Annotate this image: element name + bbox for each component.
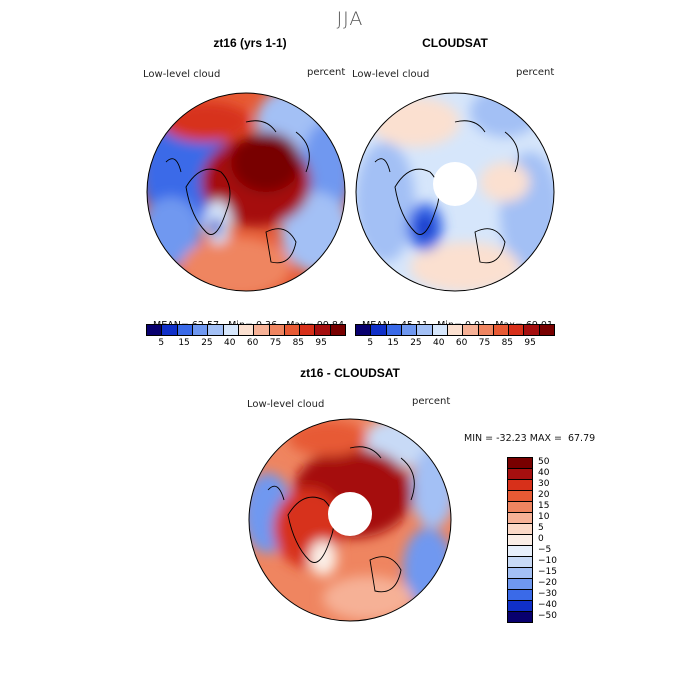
diff-colorbar-ticks: 50 40 30 20 15 10 5 0 −5 −10 −15 −20 −30 −40 −50 xyxy=(538,457,578,621)
obs-colorbar-tick: 60 xyxy=(455,338,468,348)
obs-colorbar-tick: 40 xyxy=(433,338,445,348)
diff-colorbar-tick: −30 xyxy=(538,588,557,599)
diff-field-label: Low-level cloud xyxy=(247,399,325,410)
obs-colorbar-swatch xyxy=(493,325,510,335)
diff-colorbar-tick: −5 xyxy=(538,544,552,555)
diff-colorbar-tick: −10 xyxy=(538,555,557,566)
diff-colorbar-swatch xyxy=(508,480,532,491)
model-colorbar-swatch xyxy=(269,325,285,335)
obs-colorbar-tick: 95 xyxy=(524,338,536,348)
obs-colorbar-swatch xyxy=(524,325,540,335)
diff-colorbar-tick: −50 xyxy=(538,610,557,621)
diff-colorbar-swatch xyxy=(508,546,532,557)
model-colorbar-swatch xyxy=(177,325,193,335)
obs-colorbar-tick: 5 xyxy=(367,338,374,348)
diff-colorbar-swatch xyxy=(508,513,532,524)
diff-colorbar-tick: 40 xyxy=(538,468,550,479)
model-colorbar-tick: 25 xyxy=(201,338,213,348)
model-colorbar-tick: 75 xyxy=(269,338,282,348)
diff-colorbar xyxy=(507,457,533,623)
diff-colorbar-swatch xyxy=(508,535,532,546)
model-units-label: percent xyxy=(307,67,346,78)
obs-colorbar-swatch xyxy=(509,325,525,335)
model-colorbar-tick: 85 xyxy=(292,338,305,348)
diff-colorbar-tick: 20 xyxy=(538,490,550,501)
obs-colorbar-tick: 25 xyxy=(410,338,422,348)
diff-colorbar-tick: 15 xyxy=(538,501,550,512)
model-colorbar-tick: 15 xyxy=(178,338,190,348)
model-panel-title: zt16 (yrs 1-1) xyxy=(213,36,287,50)
obs-polar-map xyxy=(355,92,555,292)
model-colorbar-swatch xyxy=(147,325,163,335)
diff-colorbar-swatch xyxy=(508,579,532,590)
diff-units-label: percent xyxy=(412,396,451,407)
diff-colorbar-swatch xyxy=(508,491,532,502)
obs-colorbar-tick: 75 xyxy=(478,338,491,348)
diff-colorbar-swatch xyxy=(508,601,532,612)
model-colorbar-swatch xyxy=(254,325,270,335)
diff-colorbar-tick: −20 xyxy=(538,577,557,588)
model-colorbar xyxy=(146,324,346,336)
diff-colorbar-tick: 50 xyxy=(538,457,550,468)
model-polar-map xyxy=(146,92,346,292)
obs-colorbar xyxy=(355,324,555,336)
diff-minmax-text: MIN = -32.23 MAX = 67.79 xyxy=(464,433,596,444)
model-colorbar-swatch xyxy=(315,325,331,335)
obs-colorbar-swatch xyxy=(417,325,433,335)
diff-colorbar-tick: −40 xyxy=(538,599,557,610)
diff-colorbar-swatch xyxy=(508,458,532,469)
obs-panel-title: CLOUDSAT xyxy=(422,36,488,50)
obs-units-label: percent xyxy=(516,67,555,78)
model-colorbar-tick: 95 xyxy=(315,338,327,348)
diff-colorbar-swatch xyxy=(508,557,532,568)
diff-colorbar-swatch xyxy=(508,524,532,535)
model-colorbar-swatch xyxy=(238,325,255,335)
model-colorbar-swatch xyxy=(300,325,316,335)
model-colorbar-swatch xyxy=(162,325,178,335)
diff-colorbar-swatch xyxy=(508,612,532,622)
obs-colorbar-swatch xyxy=(371,325,387,335)
model-colorbar-swatch xyxy=(223,325,239,335)
diff-colorbar-swatch xyxy=(508,590,532,601)
diff-colorbar-tick: 0 xyxy=(538,534,544,544)
obs-colorbar-swatch xyxy=(432,325,448,335)
diff-colorbar-tick: 30 xyxy=(538,479,550,490)
diff-colorbar-swatch xyxy=(508,502,532,513)
diff-colorbar-tick: −15 xyxy=(538,566,557,577)
model-colorbar-tick: 5 xyxy=(158,338,165,348)
model-colorbar-swatch xyxy=(208,325,224,335)
model-colorbar-swatch xyxy=(284,325,301,335)
diff-polar-map xyxy=(248,418,452,622)
obs-colorbar-swatch xyxy=(356,325,372,335)
model-field-label: Low-level cloud xyxy=(143,69,221,80)
diff-colorbar-swatch xyxy=(508,568,532,579)
obs-colorbar-tick: 85 xyxy=(501,338,514,348)
diff-colorbar-tick: 5 xyxy=(538,523,544,534)
diff-panel-title: zt16 - CLOUDSAT xyxy=(300,366,400,380)
obs-colorbar-swatch xyxy=(401,325,418,335)
model-colorbar-ticks: 5 15 25 40 60 75 85 95 xyxy=(146,338,344,350)
model-colorbar-swatch xyxy=(330,325,346,335)
season-title: JJA xyxy=(336,8,364,30)
model-colorbar-swatch xyxy=(192,325,209,335)
model-colorbar-tick: 60 xyxy=(246,338,259,348)
obs-colorbar-swatch xyxy=(478,325,494,335)
obs-colorbar-tick: 15 xyxy=(387,338,399,348)
obs-field-label: Low-level cloud xyxy=(352,69,430,80)
obs-colorbar-swatch xyxy=(463,325,479,335)
obs-colorbar-swatch xyxy=(539,325,555,335)
model-colorbar-tick: 40 xyxy=(224,338,236,348)
obs-colorbar-ticks: 5 15 25 40 60 75 85 95 xyxy=(355,338,553,350)
diff-colorbar-swatch xyxy=(508,469,532,480)
obs-colorbar-swatch xyxy=(386,325,402,335)
obs-colorbar-swatch xyxy=(447,325,464,335)
diff-colorbar-tick: 10 xyxy=(538,512,550,523)
